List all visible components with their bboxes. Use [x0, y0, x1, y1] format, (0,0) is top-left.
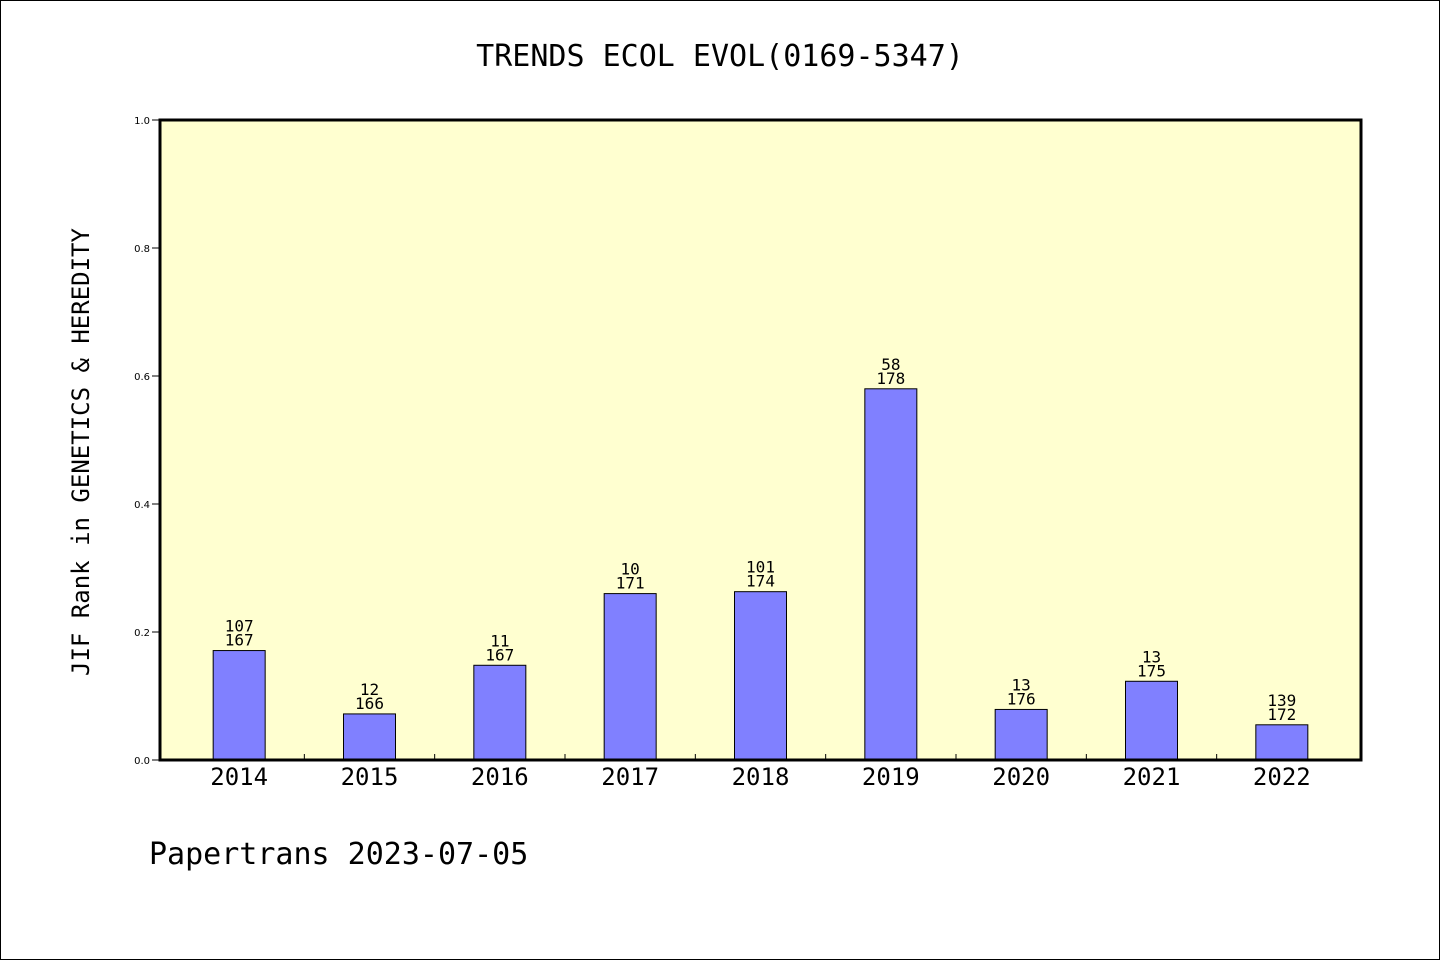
chart-title: TRENDS ECOL EVOL(0169-5347): [476, 39, 964, 74]
bar-2021: [1125, 680, 1178, 761]
bar-2019: [864, 388, 918, 761]
y-tick-label: 0.4: [134, 500, 150, 511]
bar-label-bottom-2016: 167: [485, 645, 514, 664]
bars-group: 1071671216611167101711011745817813176131…: [212, 355, 1309, 761]
bar-label-top-2021: 13: [1142, 647, 1161, 666]
bar-label-bottom-2018: 174: [746, 572, 775, 591]
plot-border: [158, 118, 1363, 762]
x-tick-label-2015: 2015: [341, 763, 399, 791]
bar-label-top-2017: 10: [621, 560, 640, 579]
bar-label-bottom-2020: 176: [1007, 689, 1036, 708]
bar-label-top-2019: 58: [881, 355, 900, 374]
bar-label-top-2022: 139: [1267, 691, 1296, 710]
bar-2022: [1255, 724, 1309, 761]
bar-2014: [212, 650, 266, 761]
y-axis-label: JIF Rank in GENETICS & HEREDITY: [67, 227, 95, 675]
bar-label-bottom-2017: 171: [616, 574, 645, 593]
bar-label-bottom-2019: 178: [876, 369, 905, 388]
x-tick-label-2022: 2022: [1253, 763, 1311, 791]
bar-label-top-2015: 12: [360, 680, 379, 699]
x-tick-label-2019: 2019: [862, 763, 920, 791]
bar-label-top-2020: 13: [1012, 675, 1031, 694]
bar-label-bottom-2022: 172: [1267, 705, 1296, 724]
bar-label-bottom-2014: 167: [225, 631, 254, 650]
axis-ticks-group: 2014 2015 2016 2017 2018 2019 2020 2021 2022 0.0 0…: [134, 116, 1311, 791]
bar-label-top-2016: 11: [490, 631, 509, 650]
y-tick-label: 1.0: [134, 116, 150, 127]
bar-label-bottom-2021: 175: [1137, 661, 1166, 680]
x-tick-label-2016: 2016: [471, 763, 529, 791]
bar-label-top-2014: 107: [225, 617, 254, 636]
y-tick-label: 0.6: [134, 372, 150, 383]
y-tick-label: 0.0: [134, 756, 150, 767]
bar-2020: [994, 708, 1048, 761]
x-tick-label-2020: 2020: [992, 763, 1050, 791]
x-tick-label-2018: 2018: [732, 763, 790, 791]
bar-2015: [343, 713, 396, 761]
y-tick-label: 0.2: [134, 628, 150, 639]
bar-label-top-2018: 101: [746, 558, 775, 577]
bar-label-bottom-2015: 166: [355, 694, 384, 713]
bar-2017: [603, 593, 657, 761]
y-tick-label: 0.8: [134, 244, 150, 255]
bar-2018: [734, 591, 787, 761]
bar-2016: [473, 664, 527, 761]
x-tick-label-2014: 2014: [210, 763, 268, 791]
x-tick-label-2017: 2017: [601, 763, 659, 791]
footer-text: Papertrans 2023-07-05: [149, 837, 528, 872]
x-tick-label-2021: 2021: [1123, 763, 1181, 791]
